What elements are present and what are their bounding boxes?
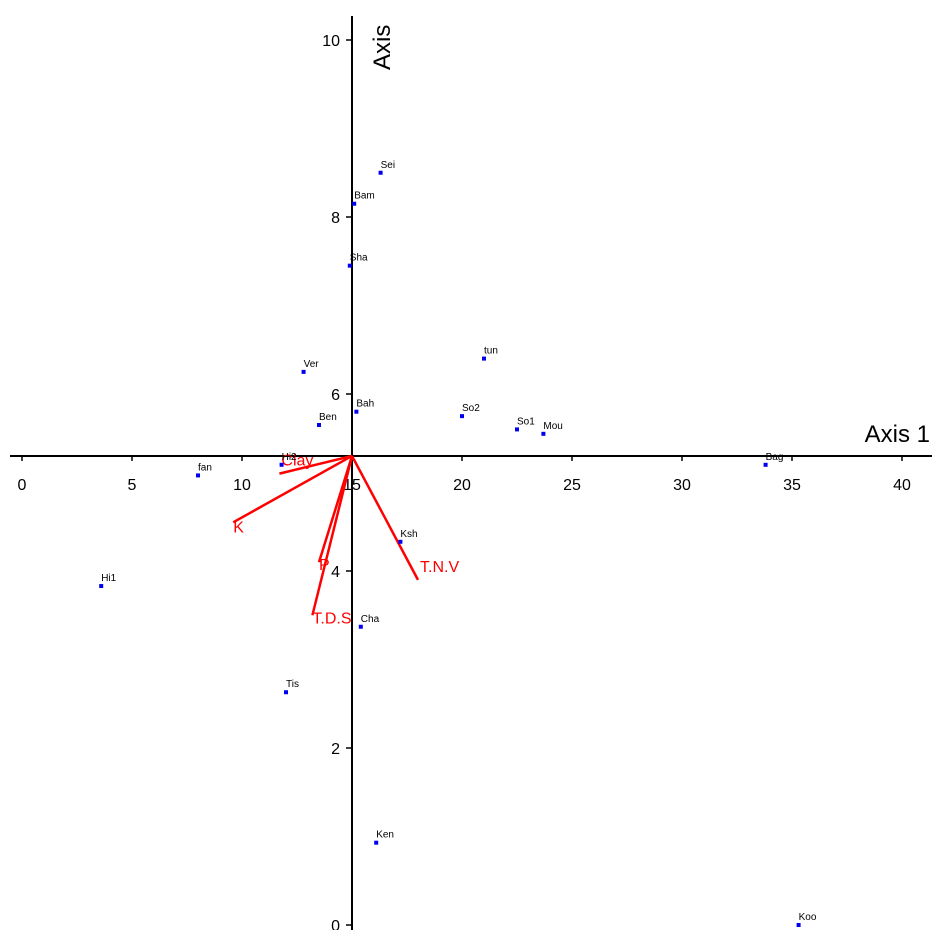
sample-point-label: Tis (286, 679, 299, 690)
sample-point (279, 462, 284, 467)
sample-point (301, 369, 306, 374)
x-tick-label: 10 (233, 477, 251, 494)
sample-point (99, 584, 104, 589)
y-axis-ticks: 0 2 4 6 8 10 (322, 33, 352, 930)
sample-point (354, 409, 359, 414)
sample-point (196, 473, 200, 478)
sample-point-label: Mou (543, 421, 562, 432)
x-tick-label: 15 (343, 477, 361, 494)
y-tick-label: 0 (331, 918, 340, 930)
sample-point-label: So1 (517, 416, 535, 427)
sample-point-label: fan (198, 462, 212, 473)
vector-label: K (233, 519, 244, 536)
sample-point-label: Bag (766, 452, 784, 463)
y-tick-label: 4 (331, 564, 340, 581)
sample-point-label: Hi2 (282, 452, 297, 463)
x-tick-label: 30 (673, 477, 691, 494)
sample-point (347, 263, 352, 268)
sample-point-label: So2 (462, 403, 480, 414)
x-tick-label: 25 (563, 477, 581, 494)
sample-point-label: Cha (361, 614, 380, 625)
sample-point (398, 539, 403, 544)
y-tick-label: 8 (331, 210, 340, 227)
x-tick-label: 20 (453, 477, 471, 494)
vector-label: T.D.S (312, 610, 351, 627)
sample-point-label: Bam (354, 191, 375, 202)
sample-point (358, 624, 363, 629)
sample-point-label: Hi1 (101, 573, 116, 584)
x-axis-title: Axis 1 (865, 421, 930, 448)
sample-point-label: Sha (350, 253, 368, 264)
x-tick-label: 0 (18, 477, 27, 494)
sample-point (352, 201, 357, 206)
sample-point (378, 170, 383, 175)
sample-point (284, 690, 288, 695)
sample-point-label: Ken (376, 830, 394, 841)
sample-point (460, 414, 464, 419)
vector-arrow (279, 454, 353, 475)
vector-label: T.N.V (420, 559, 459, 576)
y-tick-label: 6 (331, 387, 340, 404)
vector-arrow (350, 455, 420, 581)
sample-point (482, 356, 486, 361)
sample-point (796, 923, 801, 927)
variable-vectors: ClayKPT.D.ST.N.V (232, 453, 459, 627)
x-axis-ticks: 0 5 10 15 20 25 30 35 40 (18, 455, 911, 494)
sample-point (374, 840, 379, 845)
sample-point (541, 431, 546, 436)
sample-points: Sei Bam Sha tun Ver Bah So2 Ben So1 Mou Bag Hi2 fan K… (99, 160, 817, 927)
sample-point-label: tun (484, 346, 498, 357)
x-tick-label: 35 (783, 477, 801, 494)
sample-point (317, 422, 321, 427)
vector-arrow (232, 454, 353, 524)
y-tick-label: 2 (331, 741, 340, 758)
sample-point (515, 427, 519, 432)
sample-point-label: Ver (304, 359, 320, 370)
y-axis-title: Axis (369, 25, 396, 70)
x-tick-label: 40 (893, 477, 911, 494)
vector-label: Clay (281, 453, 313, 470)
sample-point-label: Koo (799, 912, 817, 923)
sample-point-label: Ksh (400, 529, 417, 540)
y-tick-label: 10 (322, 33, 340, 50)
sample-point-label: Bah (356, 399, 374, 410)
sample-point-label: Sei (381, 160, 395, 171)
sample-point (763, 462, 768, 467)
sample-point-label: Ben (319, 412, 337, 423)
vector-arrow (311, 455, 354, 616)
x-tick-label: 5 (128, 477, 137, 494)
